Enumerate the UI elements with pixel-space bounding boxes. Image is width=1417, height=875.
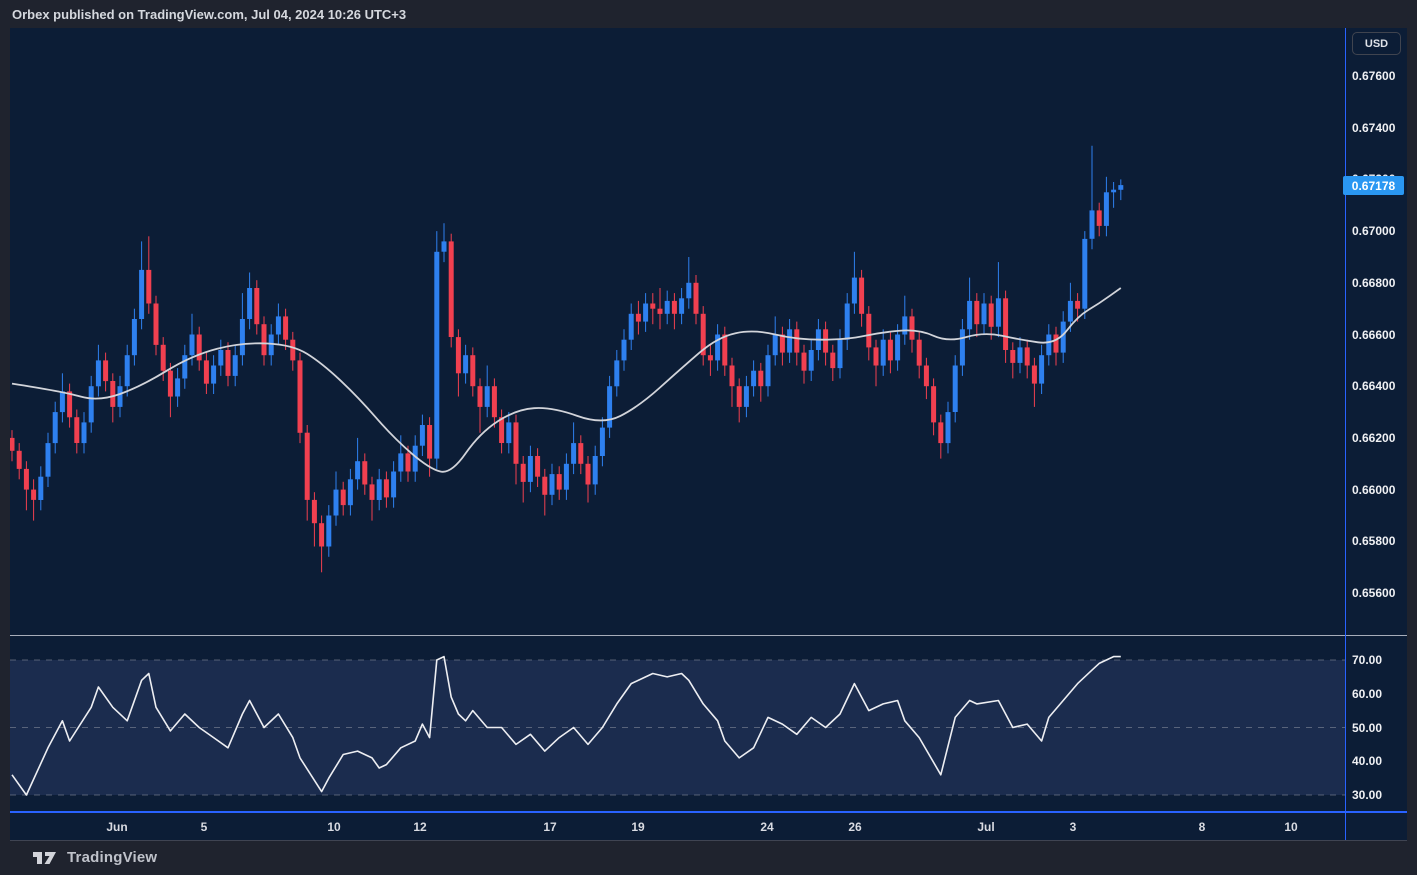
time-tick-label: 3 [1069,820,1077,834]
chart-header: Orbex published on TradingView.com, Jul … [0,0,1417,28]
time-tick-label: 17 [543,820,557,834]
rsi-tick-label: 60.00 [1352,687,1383,701]
rsi-tick-label: 40.00 [1352,754,1383,768]
time-tick-label: 24 [760,820,774,834]
price-tick-label: 0.66800 [1352,276,1396,290]
time-tick-label: 5 [200,820,208,834]
header-title: Orbex published on TradingView.com, Jul … [12,6,407,22]
price-tick-label: 0.67600 [1352,69,1396,83]
time-tick-label: 10 [327,820,341,834]
rsi-band [10,660,1345,795]
time-axis-border [10,811,1407,813]
tradingview-logo-link[interactable]: TradingView [32,849,157,866]
time-tick-label: 26 [848,820,862,834]
chart-widget [10,28,1407,841]
price-tick-label: 0.66200 [1352,431,1396,445]
rsi-tick-label: 70.00 [1352,653,1383,667]
time-tick-label: 10 [1284,820,1298,834]
rsi-tick-label: 50.00 [1352,721,1383,735]
price-tick-label: 0.65800 [1352,534,1396,548]
brand-text: TradingView [67,849,158,866]
time-tick-label: Jun [106,820,128,834]
price-tick-label: 0.67000 [1352,224,1396,238]
rsi-tick-label: 30.00 [1352,788,1383,802]
currency-badge-label: USD [1364,37,1389,50]
price-tick-label: 0.65600 [1352,586,1396,600]
time-tick-label: 19 [631,820,645,834]
tradingview-logo-icon [33,851,56,864]
price-pane[interactable] [10,28,1345,635]
currency-badge[interactable]: USD [1352,32,1401,55]
time-axis[interactable] [10,813,1345,840]
time-tick-label: Jul [977,820,995,834]
time-tick-label: 8 [1198,820,1206,834]
rsi-pane[interactable] [10,636,1345,811]
price-tick-label: 0.66600 [1352,328,1396,342]
pane-divider[interactable] [10,635,1407,636]
price-tick-label: 0.67400 [1352,121,1396,135]
rsi-line [11,655,1121,796]
chart-canvas[interactable] [10,28,1345,812]
time-tick-label: 12 [413,820,427,834]
moving-average-line [11,287,1122,473]
price-tick-label: 0.66000 [1352,483,1396,497]
footer: TradingView [0,840,1417,875]
candles-layer [10,145,1124,573]
price-axis-border [1345,28,1346,840]
last-price-label: 0.67178 [1343,176,1404,195]
price-tick-label: 0.66400 [1352,379,1396,393]
